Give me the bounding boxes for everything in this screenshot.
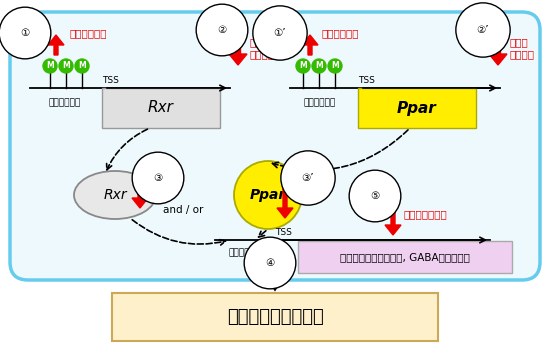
Text: M: M: [315, 62, 323, 71]
Text: 遺伝子
発現低下: 遺伝子 発現低下: [510, 37, 535, 59]
Text: 遺伝子
発現低下: 遺伝子 発現低下: [250, 37, 275, 59]
Text: Ppar: Ppar: [250, 188, 286, 202]
Text: プロモーター: プロモーター: [49, 98, 81, 107]
Text: M: M: [331, 62, 339, 71]
Circle shape: [43, 59, 57, 73]
Circle shape: [234, 161, 302, 229]
Text: プロモーター: プロモーター: [229, 248, 261, 257]
Polygon shape: [132, 175, 148, 208]
Polygon shape: [229, 38, 247, 65]
Text: Ppar: Ppar: [397, 101, 437, 116]
Text: TSS: TSS: [102, 76, 119, 85]
Text: and / or: and / or: [163, 205, 204, 215]
Circle shape: [75, 59, 89, 73]
Text: TSS: TSS: [358, 76, 375, 85]
Circle shape: [312, 59, 326, 73]
Text: TSS: TSS: [275, 228, 292, 237]
Text: 遺伝子発現低下: 遺伝子発現低下: [403, 209, 447, 219]
Text: ⑤: ⑤: [370, 191, 380, 201]
Polygon shape: [489, 38, 507, 65]
Polygon shape: [302, 35, 318, 55]
Text: ④: ④: [265, 258, 274, 268]
Text: ②’: ②’: [477, 25, 490, 35]
Text: ①’: ①’: [274, 28, 287, 38]
Text: ③: ③: [153, 173, 163, 183]
FancyBboxPatch shape: [112, 293, 438, 341]
Text: M: M: [46, 62, 54, 71]
Text: Rxr: Rxr: [103, 188, 127, 202]
Text: M: M: [299, 62, 307, 71]
Ellipse shape: [74, 171, 156, 219]
Text: M: M: [78, 62, 86, 71]
Circle shape: [296, 59, 310, 73]
Polygon shape: [277, 175, 293, 218]
FancyBboxPatch shape: [298, 241, 512, 273]
Text: Rxr: Rxr: [148, 101, 174, 116]
Text: メチル化來進: メチル化來進: [70, 28, 107, 38]
Polygon shape: [385, 205, 401, 235]
Text: 統合失調症様表現型: 統合失調症様表現型: [227, 308, 323, 326]
Circle shape: [328, 59, 342, 73]
Text: プロモーター: プロモーター: [304, 98, 336, 107]
Text: ③’: ③’: [302, 173, 314, 183]
Circle shape: [59, 59, 73, 73]
FancyBboxPatch shape: [102, 88, 220, 128]
Polygon shape: [48, 35, 64, 55]
Text: メチル化來進: メチル化來進: [322, 28, 360, 38]
FancyBboxPatch shape: [10, 12, 540, 280]
Text: ②: ②: [217, 25, 227, 35]
FancyBboxPatch shape: [358, 88, 476, 128]
Text: オリゴデンドロサイト, GABA関連遺伝子: オリゴデンドロサイト, GABA関連遺伝子: [340, 252, 470, 262]
Text: ①: ①: [20, 28, 30, 38]
Text: M: M: [62, 62, 70, 71]
